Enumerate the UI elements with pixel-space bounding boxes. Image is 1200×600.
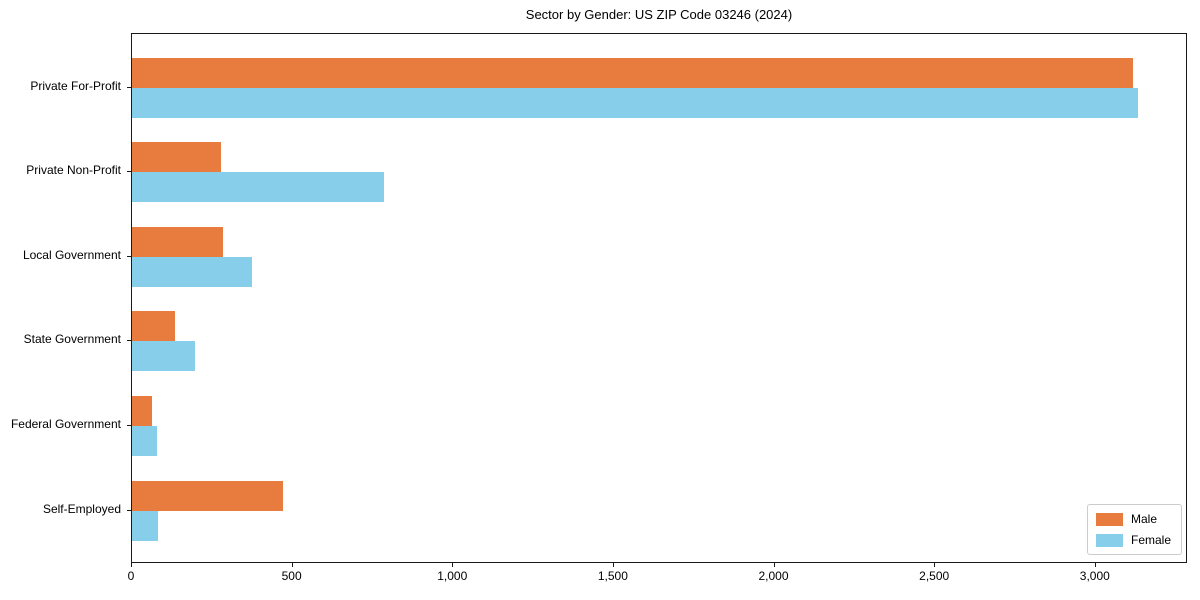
x-tick-mark [934, 563, 936, 567]
legend-swatch-female [1095, 533, 1123, 547]
y-tick-label: State Government [23, 332, 121, 347]
y-tick-mark [127, 86, 131, 88]
y-tick-mark [127, 171, 131, 173]
x-tick-mark [612, 563, 614, 567]
x-tick-mark [452, 563, 454, 567]
bar-female-4 [132, 341, 195, 372]
y-tick-label: Private For-Profit [30, 78, 121, 93]
bar-female-3 [132, 256, 253, 287]
legend-entry-female: Female [1095, 533, 1171, 547]
x-tick-label: 2,500 [919, 569, 950, 583]
legend-swatch-male [1095, 512, 1123, 526]
bar-female-2 [132, 172, 385, 203]
bar-male-2 [132, 142, 221, 173]
bar-female-6 [132, 510, 158, 541]
bar-male-3 [132, 226, 224, 257]
y-tick-label: Private Non-Profit [26, 163, 121, 178]
legend-label-female: Female [1130, 533, 1171, 547]
y-tick-label: Local Government [22, 247, 121, 262]
y-tick-label: Federal Government [10, 416, 121, 431]
bar-female-5 [132, 425, 158, 456]
bar-male-4 [132, 311, 176, 342]
y-tick-mark [127, 255, 131, 257]
x-tick-label: 3,000 [1079, 569, 1110, 583]
x-tick-label: 1,000 [437, 569, 468, 583]
legend: Male Female [1086, 504, 1182, 555]
x-tick-label: 0 [127, 569, 135, 583]
x-tick-label: 500 [281, 569, 302, 583]
bar-male-6 [132, 480, 283, 511]
y-tick-mark [127, 424, 131, 426]
plot-area [131, 33, 1187, 563]
y-tick-label: Self-Employed [42, 501, 121, 516]
x-tick-mark [773, 563, 775, 567]
legend-entry-male: Male [1095, 512, 1171, 526]
bar-female-1 [132, 87, 1138, 118]
legend-label-male: Male [1130, 512, 1157, 526]
y-tick-mark [127, 509, 131, 511]
x-tick-mark [291, 563, 293, 567]
bar-male-5 [132, 395, 152, 426]
chart-title: Sector by Gender: US ZIP Code 03246 (202… [525, 7, 793, 22]
bar-male-1 [132, 57, 1133, 88]
x-tick-label: 2,000 [758, 569, 789, 583]
y-tick-mark [127, 340, 131, 342]
x-tick-mark [1094, 563, 1096, 567]
x-tick-mark [131, 563, 132, 567]
x-tick-label: 1,500 [597, 569, 628, 583]
